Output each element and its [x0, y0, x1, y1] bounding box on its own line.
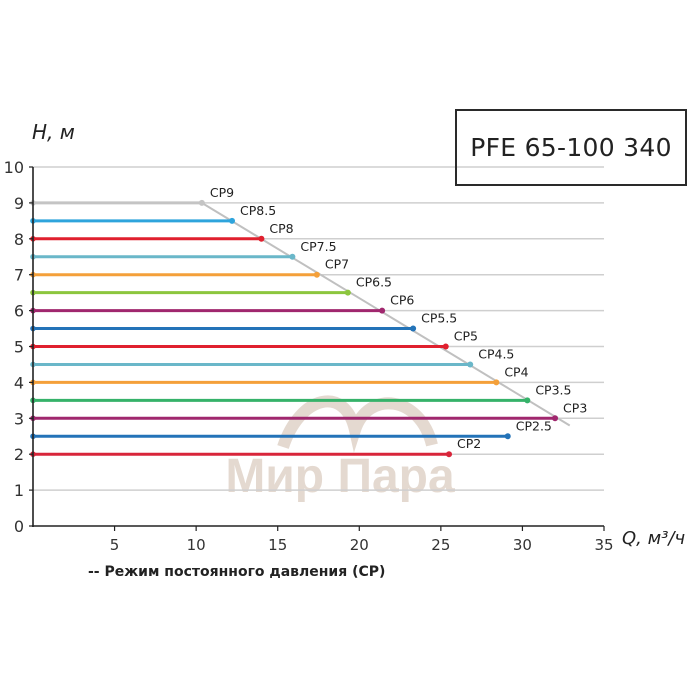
series-cp2-5: CP2.5 — [30, 418, 552, 440]
series-lines: CP9 CP8.5 CP8 CP7.5 CP7 CP6.5 CP6 CP5.5 CP5CP4.5… — [30, 185, 587, 458]
svg-text:Мир Пара: Мир Пара — [225, 450, 455, 503]
series-cp3-5: CP3.5 — [30, 382, 571, 404]
axes: 0 1 2 3 4 5 6 7 8 9 10 5 10 15 20 25 30 35 — [4, 158, 614, 554]
y-axis-label: H, м — [32, 120, 75, 144]
svg-text:6: 6 — [14, 302, 24, 321]
series-cp8: CP8 — [30, 221, 294, 242]
series-cp7: CP7 — [30, 257, 349, 278]
svg-text:CP8: CP8 — [269, 221, 293, 236]
svg-text:CP5: CP5 — [454, 329, 478, 344]
svg-text:4: 4 — [14, 373, 24, 392]
chart-title: PFE 65-100 340 — [470, 133, 672, 162]
svg-text:CP6.5: CP6.5 — [356, 275, 392, 290]
svg-text:20: 20 — [350, 536, 369, 554]
series-cp5-5: CP5.5 — [30, 311, 457, 332]
svg-text:8: 8 — [14, 230, 24, 249]
svg-text:30: 30 — [513, 536, 532, 554]
svg-text:35: 35 — [594, 536, 613, 554]
series-cp5: CP5 — [30, 329, 478, 350]
svg-text:10: 10 — [4, 158, 24, 177]
legend-note: -- Режим постоянного давления (CP) — [88, 564, 386, 580]
chart-title-box: PFE 65-100 340 — [455, 109, 687, 186]
svg-text:CP9: CP9 — [210, 185, 234, 200]
svg-text:7: 7 — [14, 266, 24, 285]
svg-text:CP3: CP3 — [563, 400, 587, 415]
svg-text:5: 5 — [110, 536, 120, 554]
series-cp9: CP9 — [30, 185, 234, 206]
svg-text:15: 15 — [268, 536, 287, 554]
series-cp2: CP2 — [30, 436, 481, 458]
svg-text:CP7: CP7 — [325, 257, 349, 272]
svg-text:CP4: CP4 — [504, 364, 528, 379]
svg-text:CP5.5: CP5.5 — [421, 311, 457, 326]
max-curve-line — [201, 202, 571, 427]
series-cp7-5: CP7.5 — [30, 239, 337, 260]
series-cp8-5: CP8.5 — [30, 203, 276, 224]
svg-text:CP7.5: CP7.5 — [300, 239, 336, 254]
svg-text:CP2.5: CP2.5 — [516, 418, 552, 433]
series-cp4: CP4 — [30, 364, 529, 386]
svg-text:25: 25 — [431, 536, 450, 554]
svg-text:CP6: CP6 — [390, 293, 414, 308]
svg-text:2: 2 — [14, 445, 24, 464]
svg-text:CP2: CP2 — [457, 436, 481, 451]
x-axis-label: Q, м³/ч — [622, 528, 686, 549]
svg-text:10: 10 — [187, 536, 206, 554]
svg-text:3: 3 — [14, 409, 24, 428]
svg-text:5: 5 — [14, 338, 24, 357]
series-cp3: CP3 — [30, 400, 587, 422]
svg-text:1: 1 — [14, 481, 24, 500]
svg-text:CP3.5: CP3.5 — [535, 382, 571, 397]
svg-text:0: 0 — [14, 517, 24, 536]
svg-text:CP4.5: CP4.5 — [478, 346, 514, 361]
svg-text:9: 9 — [14, 194, 24, 213]
series-cp4-5: CP4.5 — [30, 346, 514, 368]
svg-text:CP8.5: CP8.5 — [240, 203, 276, 218]
watermark-logo: Мир Пара — [225, 395, 455, 503]
